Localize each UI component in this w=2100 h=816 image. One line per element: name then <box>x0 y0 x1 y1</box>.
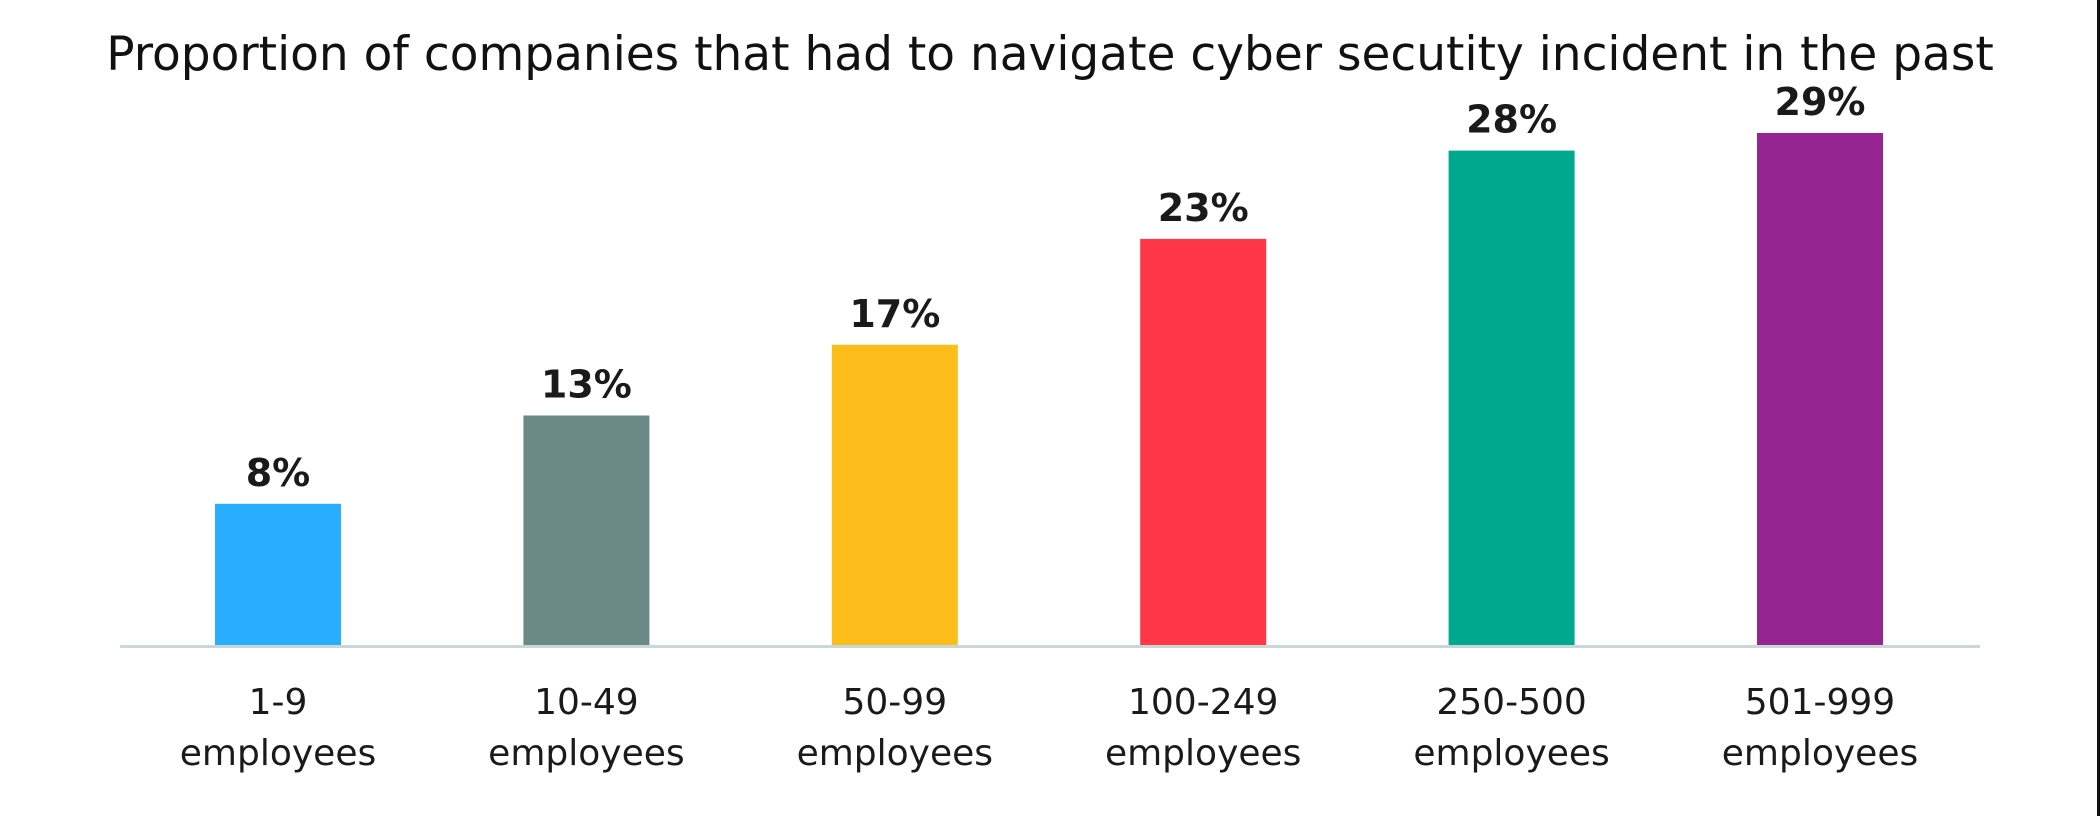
value-label-501-999: 29% <box>1775 80 1866 124</box>
bar-501-999 <box>1757 133 1883 645</box>
category-label-501-999: 501-999 employees <box>1722 682 1918 774</box>
bar-1-9 <box>215 503 341 646</box>
category-labels-group: 1-9 employees 10-49 employees 50-99 employees… <box>180 682 1918 774</box>
category-range: 1-9 <box>249 682 308 723</box>
value-labels-group: 8% 13% 17% 23% 28% 29% <box>246 80 1866 495</box>
bar-10-49 <box>523 415 650 645</box>
bars-group <box>215 133 1883 646</box>
bar-250-500 <box>1448 150 1575 645</box>
category-range: 100-249 <box>1128 682 1278 723</box>
chart-title: Proportion of companies that had to navi… <box>106 27 1994 82</box>
value-label-250-500: 28% <box>1466 98 1557 142</box>
category-unit: employees <box>797 733 993 774</box>
value-label-50-99: 17% <box>849 292 940 336</box>
category-unit: employees <box>488 733 684 774</box>
value-label-10-49: 13% <box>541 363 632 407</box>
category-range: 250-500 <box>1436 682 1586 723</box>
category-range: 10-49 <box>534 682 639 723</box>
category-label-100-249: 100-249 employees <box>1105 682 1301 774</box>
category-range: 50-99 <box>842 682 947 723</box>
category-unit: employees <box>1722 733 1918 774</box>
category-unit: employees <box>1413 733 1609 774</box>
category-range: 501-999 <box>1745 682 1895 723</box>
category-label-1-9: 1-9 employees <box>180 682 376 774</box>
category-label-10-49: 10-49 employees <box>488 682 684 774</box>
value-label-100-249: 23% <box>1158 186 1249 230</box>
category-unit: employees <box>180 733 376 774</box>
value-label-1-9: 8% <box>246 451 311 495</box>
bar-50-99 <box>831 344 958 645</box>
category-label-250-500: 250-500 employees <box>1413 682 1609 774</box>
bar-100-249 <box>1140 238 1267 645</box>
category-label-50-99: 50-99 employees <box>797 682 993 774</box>
category-unit: employees <box>1105 733 1301 774</box>
right-edge-border <box>2097 0 2100 816</box>
